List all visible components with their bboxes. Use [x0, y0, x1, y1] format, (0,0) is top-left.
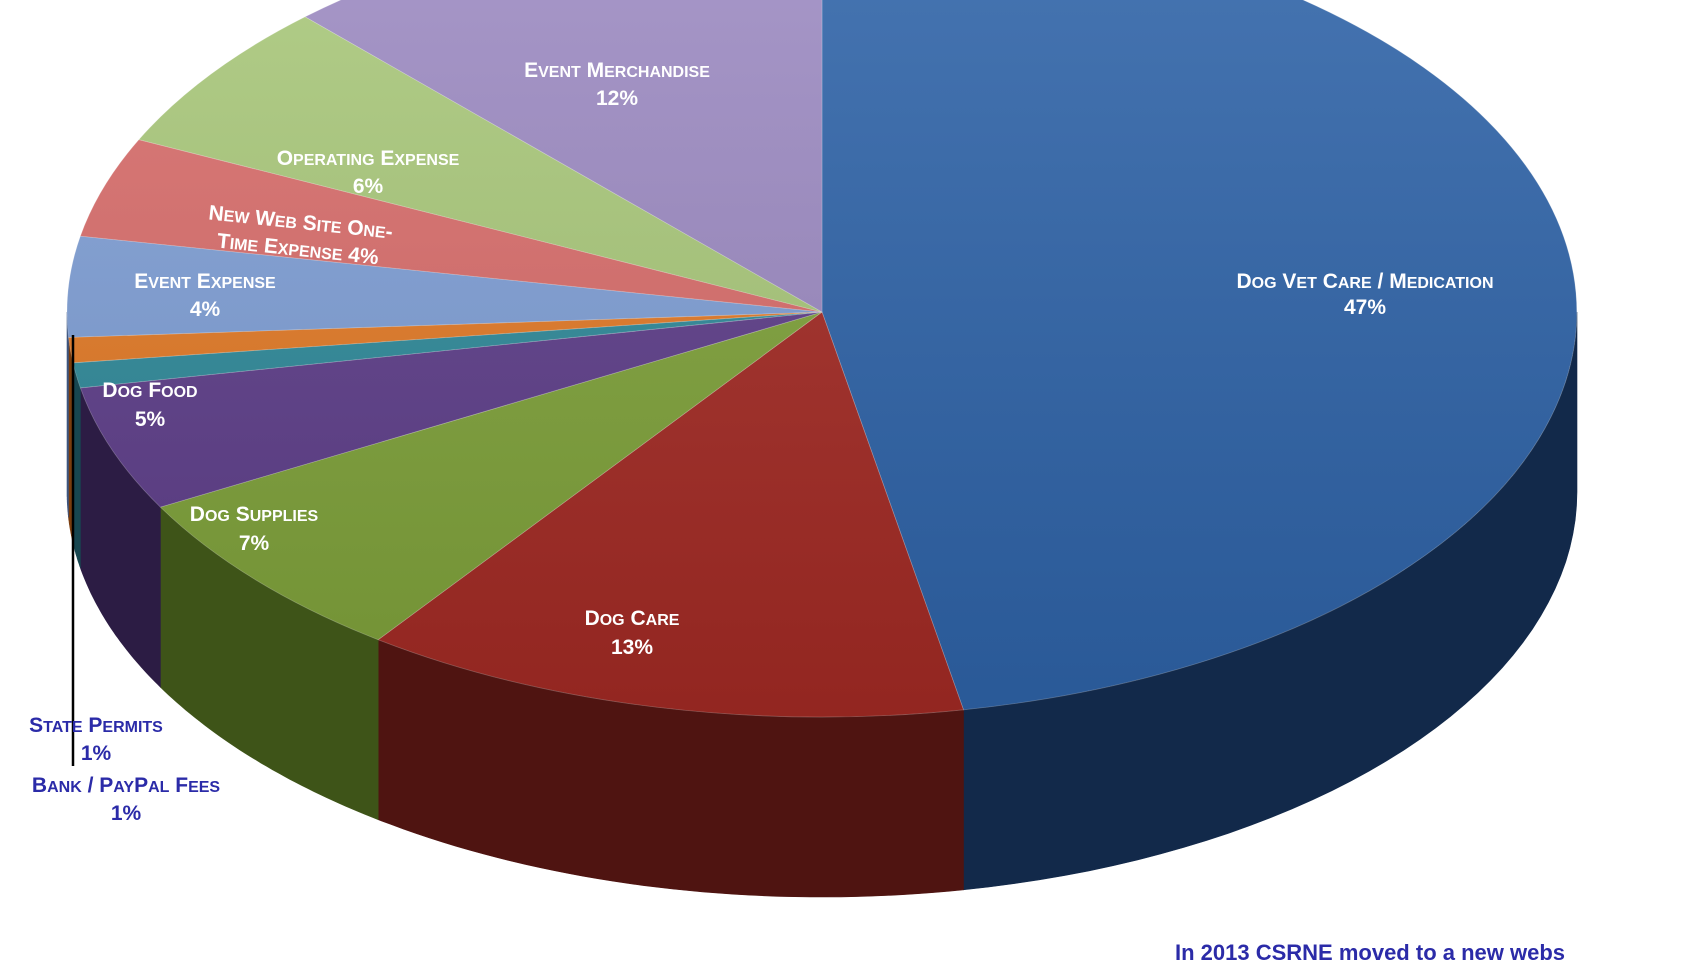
slice-value-bank-paypal-fees: 1% [111, 802, 142, 825]
label-group-dog-vet-care-medication: DOG VET CARE / MEDICATION 47% [1236, 270, 1493, 319]
slice-label-dog-supplies: DOG SUPPLIES [190, 503, 319, 526]
slice-value-dog-care: 13% [611, 636, 653, 659]
label-group-new-web-site-one-time-expense: NEW WEB SITE ONE-TIME EXPENSE 4% [207, 201, 393, 269]
slice-label-event-expense: EVENT EXPENSE [134, 270, 276, 293]
slice-label-state-permits: STATE PERMITS [29, 714, 163, 737]
slice-label-dog-care: DOG CARE [585, 607, 680, 630]
slice-label-new-web-site-one-time-expense-line-2: TIME EXPENSE 4% [216, 229, 380, 269]
slice-value-event-expense: 4% [190, 298, 221, 321]
label-group-dog-food: DOG FOOD 5% [102, 379, 197, 431]
label-group-dog-care: DOG CARE 13% [585, 607, 680, 659]
label-group-dog-supplies: DOG SUPPLIES 7% [190, 503, 319, 555]
slice-value-state-permits: 1% [81, 742, 112, 765]
slice-label-bank-paypal-fees: BANK / PAYPAL FEES [32, 774, 221, 797]
slice-side-event-expense [66, 312, 69, 518]
slice-value-operating-expense: 6% [353, 175, 384, 198]
slice-value-event-merchandise: 12% [596, 87, 638, 110]
pie-sheen [67, 0, 1577, 717]
label-group-event-expense: EVENT EXPENSE 4% [134, 270, 276, 321]
slice-label-dog-food: DOG FOOD [102, 379, 197, 402]
pie-slices [66, 0, 1578, 718]
footnote: In 2013 CSRNE moved to a new webs [1175, 940, 1566, 965]
label-group-bank-paypal-fees: BANK / PAYPAL FEES 1% [32, 774, 221, 825]
slice-label-dog-vet-care-medication: DOG VET CARE / MEDICATION [1236, 270, 1493, 293]
label-group-state-permits: STATE PERMITS 1% [29, 714, 163, 765]
slice-value-dog-supplies: 7% [239, 532, 270, 555]
slice-label-operating-expense: OPERATING EXPENSE [277, 147, 460, 170]
label-group-operating-expense: OPERATING EXPENSE 6% [277, 147, 460, 198]
slice-label-new-web-site-one-time-expense-line-1: NEW WEB SITE ONE- [207, 201, 393, 243]
slice-label-event-merchandise: EVENT MERCHANDISE [524, 59, 710, 82]
slice-value-dog-vet-care-medication: 47% [1344, 296, 1386, 319]
label-group-event-merchandise: EVENT MERCHANDISE 12% [524, 59, 710, 110]
slice-value-dog-food: 5% [135, 408, 166, 431]
